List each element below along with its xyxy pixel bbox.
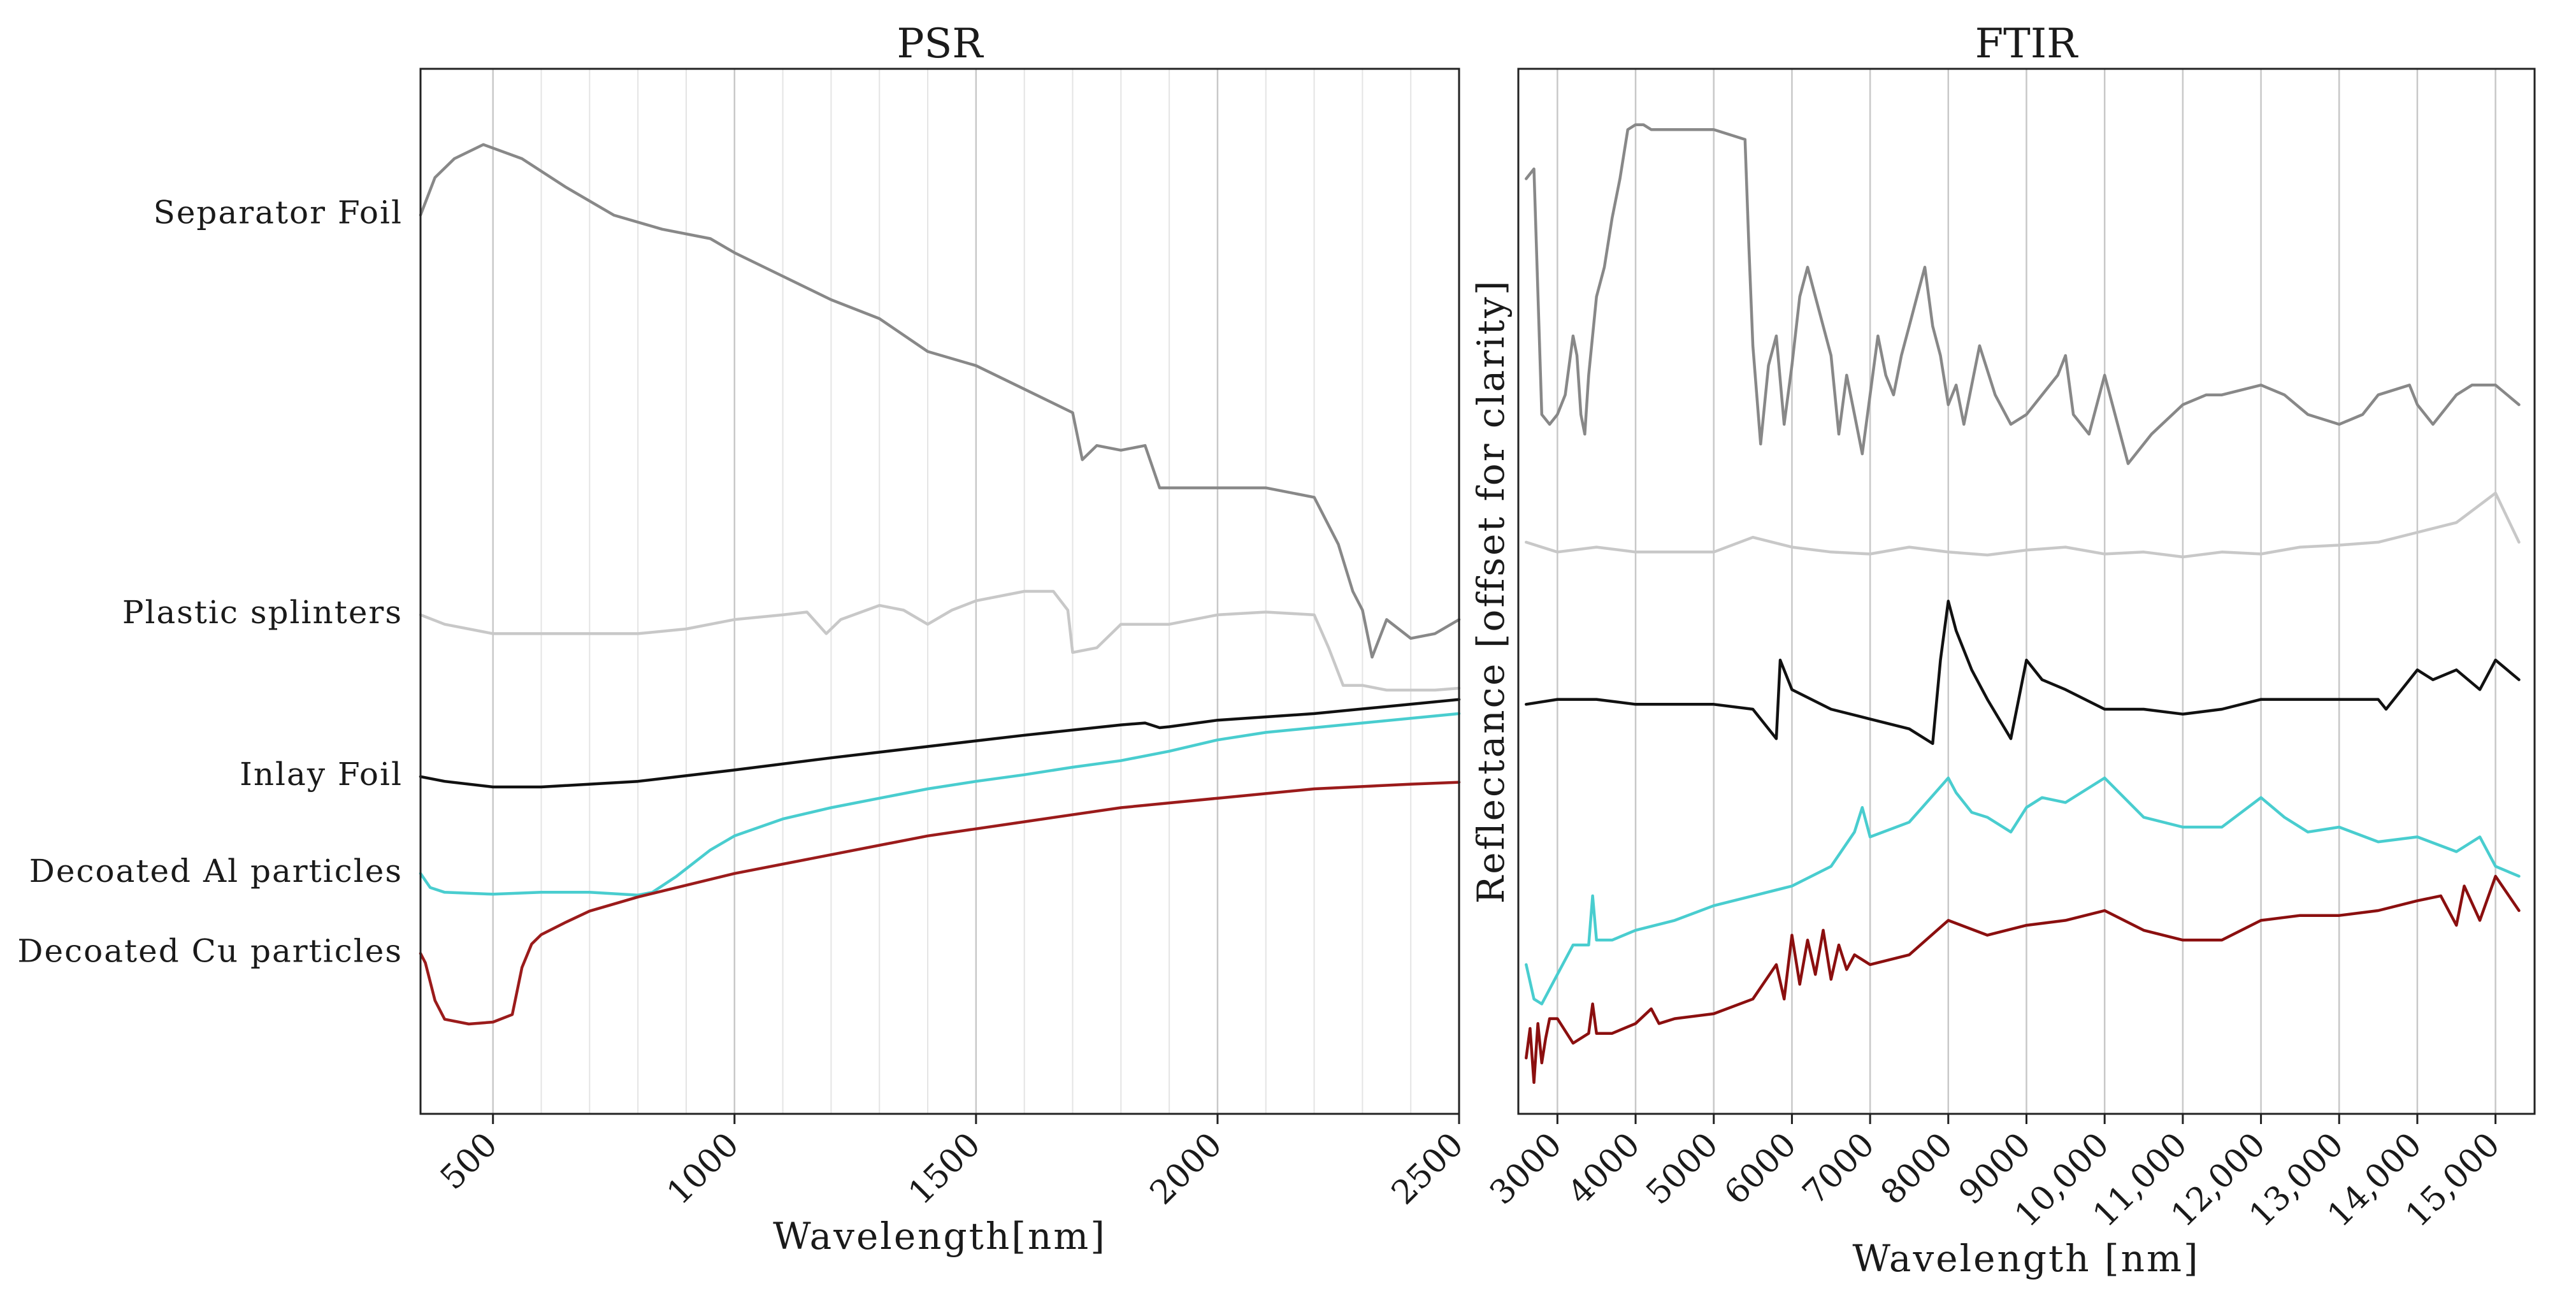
ftir-series [1525, 123, 2521, 1085]
sample-label-plastic-splinters: Plastic splinters [122, 594, 403, 631]
sample-label-separator-foil: Separator Foil [154, 194, 403, 231]
psr-title: PSR [896, 20, 984, 68]
ftir-x-axis-title: Wavelength [nm] [1852, 1237, 2199, 1280]
ftir-series-decoated-al-particles [1525, 776, 2521, 1006]
sample-label-decoated-cu-particles: Decoated Cu particles [17, 932, 403, 969]
ftir-series-separator-foil [1525, 123, 2521, 465]
psr-series-decoated-al-particles [419, 712, 1461, 897]
psr-series-decoated-cu-particles [419, 781, 1461, 1026]
psr-sample-labels: Separator Foil Plastic splinters Inlay Foi… [17, 194, 403, 970]
ftir-title: FTIR [1975, 20, 2078, 68]
ftir-series-decoated-cu-particles [1525, 874, 2521, 1085]
psr-series-plastic-splinters [419, 589, 1461, 692]
psr-series-separator-foil [419, 143, 1461, 659]
psr-series [419, 143, 1461, 1026]
ftir-series-plastic-splinters [1525, 491, 2521, 559]
psr-series-inlay-foil [419, 698, 1461, 789]
psr-plot-frame [419, 68, 1460, 1115]
ftir-y-axis-title: Reflectance [offset for clarity] [1469, 279, 1513, 904]
sample-label-decoated-al-particles: Decoated Al particles [29, 853, 403, 890]
psr-minor-gridlines [540, 69, 1412, 1114]
ftir-series-inlay-foil [1525, 600, 2521, 746]
sample-label-inlay-foil: Inlay Foil [240, 756, 403, 793]
psr-x-axis-title: Wavelength[nm] [773, 1215, 1107, 1258]
